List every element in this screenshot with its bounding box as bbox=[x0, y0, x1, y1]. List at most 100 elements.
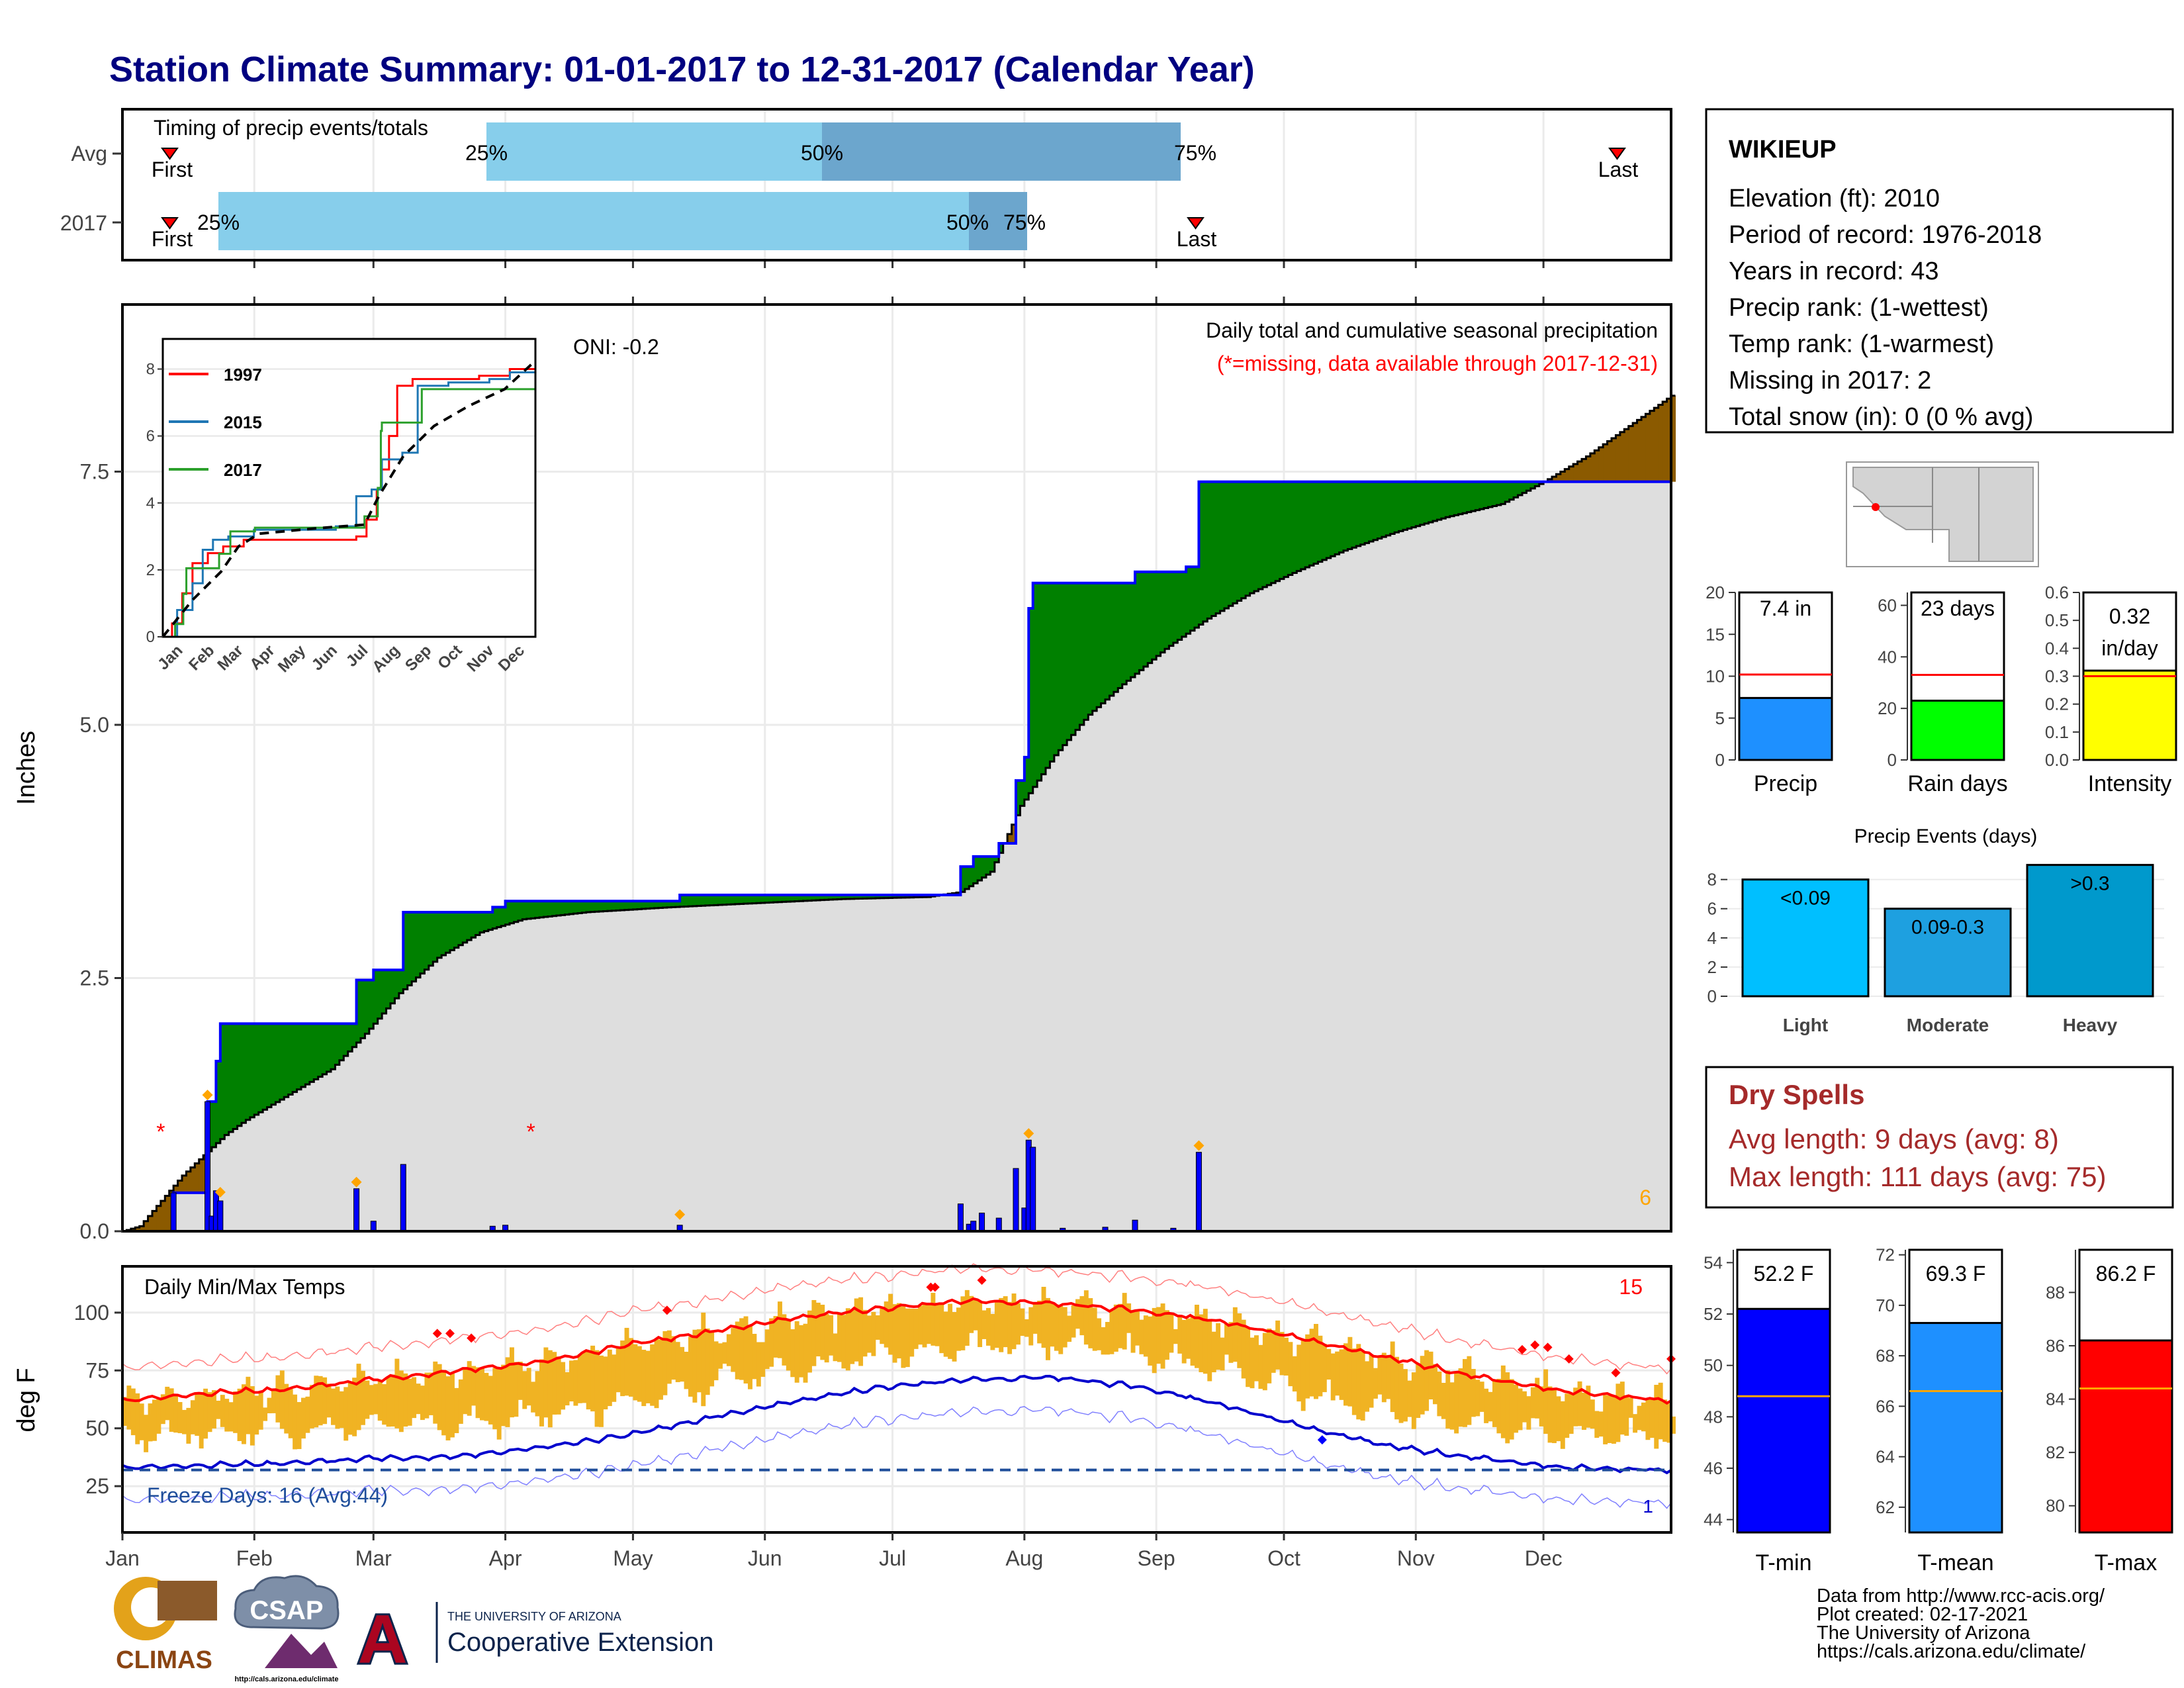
daily-temp-bar bbox=[1615, 1383, 1621, 1442]
daily-temp-bar bbox=[514, 1362, 519, 1417]
wet-departure-area bbox=[1041, 583, 1046, 774]
wet-departure-area bbox=[892, 895, 897, 898]
observed-cumulative-line bbox=[122, 480, 1671, 1233]
daily-temp-bar bbox=[1292, 1356, 1297, 1392]
daily-temp-bar bbox=[326, 1383, 332, 1418]
dry-departure-area bbox=[177, 1180, 183, 1193]
wet-departure-area bbox=[1028, 608, 1034, 794]
daily-temp-bar bbox=[973, 1299, 978, 1331]
daily-temp-bar bbox=[1054, 1304, 1059, 1351]
daily-temp-bar bbox=[1262, 1333, 1267, 1391]
wet-departure-area bbox=[288, 1023, 293, 1095]
timing-2017-q2-bar bbox=[969, 192, 1027, 250]
daily-temp-bar bbox=[1126, 1303, 1132, 1333]
temp-lines bbox=[122, 1263, 1676, 1509]
wet-departure-area bbox=[1394, 481, 1400, 533]
daily-temp-bar bbox=[1633, 1414, 1638, 1433]
wet-departure-area bbox=[1079, 583, 1085, 725]
daily-temp-bar bbox=[347, 1382, 353, 1435]
y2017-last-label: Last bbox=[1177, 227, 1217, 251]
daily-temp-bar bbox=[1318, 1335, 1323, 1397]
daily-temp-bar bbox=[713, 1341, 719, 1381]
dry-departure-area bbox=[1662, 401, 1668, 482]
wet-departure-area bbox=[1067, 583, 1072, 740]
wet-departure-area bbox=[1505, 481, 1510, 502]
dry-spells-avg: Avg length: 9 days (avg: 8) bbox=[1729, 1123, 2059, 1154]
dry-spells-box: Dry Spells Avg length: 9 days (avg: 8) M… bbox=[1705, 1066, 2174, 1209]
daily-temp-bar bbox=[752, 1333, 757, 1380]
daily-temp-bar bbox=[1046, 1297, 1050, 1360]
wet-departure-area bbox=[1441, 481, 1446, 519]
daily-temp-bar bbox=[356, 1364, 361, 1430]
csap-logo: CSAP http://cals.arizona.edu/climate bbox=[234, 1575, 340, 1683]
avg-q50-label: 50% bbox=[801, 141, 843, 165]
daily-temp-bar bbox=[130, 1388, 136, 1436]
y2017-last-marker-icon bbox=[1187, 217, 1205, 230]
daily-temp-bar bbox=[1156, 1307, 1161, 1364]
wet-departure-area bbox=[1514, 481, 1519, 498]
daily-precip-bar bbox=[353, 1188, 360, 1232]
daily-temp-bar bbox=[948, 1303, 953, 1359]
wet-departure-area bbox=[713, 895, 719, 906]
daily-temp-bar bbox=[815, 1302, 821, 1357]
dry-departure-area bbox=[1598, 447, 1604, 482]
daily-temp-bar bbox=[994, 1302, 999, 1348]
wet-departure-area bbox=[662, 901, 668, 908]
wet-departure-area bbox=[1496, 481, 1502, 505]
wet-departure-area bbox=[377, 970, 383, 1019]
wet-departure-area bbox=[1386, 481, 1391, 536]
wet-departure-area bbox=[552, 901, 557, 916]
daily-temp-bar bbox=[1386, 1354, 1391, 1399]
daily-temp-bar bbox=[1092, 1307, 1097, 1351]
dry-departure-area bbox=[1560, 471, 1565, 482]
footer-line-2: Plot created: 02-17-2021 bbox=[1817, 1604, 2028, 1625]
daily-temp-bar bbox=[361, 1370, 365, 1425]
daily-temp-bar bbox=[1297, 1344, 1302, 1402]
wet-departure-area bbox=[1105, 583, 1111, 700]
events-tick-label: 0 bbox=[1707, 986, 1717, 1006]
daily-temp-bar bbox=[148, 1403, 153, 1442]
wet-departure-area bbox=[680, 895, 685, 907]
daily-temp-bar bbox=[807, 1310, 812, 1373]
precip-missing-note: (*=missing, data available through 2017-… bbox=[1217, 352, 1658, 375]
wet-departure-area bbox=[1156, 571, 1161, 656]
daily-temp-bar bbox=[331, 1388, 336, 1425]
daily-temp-bar bbox=[480, 1367, 484, 1421]
wet-departure-area bbox=[854, 895, 859, 899]
daily-temp-bar bbox=[263, 1407, 268, 1421]
temp-y-axis: 25 50 75 100 bbox=[74, 1301, 122, 1498]
wet-departure-area bbox=[1220, 481, 1225, 611]
daily-temp-bar bbox=[1522, 1391, 1527, 1423]
wet-departure-area bbox=[837, 895, 842, 900]
daily-temp-bar bbox=[1220, 1337, 1225, 1371]
temp-y-tick-label: 25 bbox=[85, 1474, 109, 1498]
daily-temp-bar bbox=[905, 1308, 910, 1368]
wet-departure-area bbox=[1046, 583, 1051, 768]
ua-line-2: Cooperative Extension bbox=[447, 1628, 713, 1657]
daily-temp-bar bbox=[152, 1399, 157, 1441]
wet-departure-area bbox=[731, 895, 736, 905]
dry-departure-area bbox=[186, 1171, 191, 1193]
daily-temp-bar bbox=[773, 1316, 778, 1358]
wet-departure-area bbox=[1165, 571, 1170, 649]
wet-departure-area bbox=[1381, 481, 1387, 538]
wet-departure-area bbox=[1347, 481, 1353, 549]
daily-precip-bar bbox=[217, 1200, 224, 1232]
temp-summary-tick-label: 46 bbox=[1704, 1458, 1723, 1478]
wet-departure-area bbox=[748, 895, 753, 904]
summary-tick-label: 20 bbox=[1878, 698, 1897, 718]
daily-temp-bar bbox=[1300, 1340, 1306, 1411]
temp-summary-tick-label: 62 bbox=[1876, 1497, 1895, 1517]
daily-temp-bar bbox=[207, 1392, 212, 1432]
dry-departure-area bbox=[1569, 466, 1574, 482]
daily-temp-bar bbox=[850, 1309, 855, 1364]
temp-y-tick-label: 75 bbox=[85, 1358, 109, 1382]
wet-departure-area bbox=[326, 1023, 332, 1072]
daily-temp-bar bbox=[228, 1402, 234, 1432]
wet-departure-area bbox=[1351, 481, 1357, 548]
timing-avg-q2-bar bbox=[822, 122, 1181, 181]
wet-departure-area bbox=[586, 901, 591, 913]
daily-temp-bar bbox=[913, 1309, 919, 1349]
daily-temp-bar bbox=[561, 1362, 566, 1410]
daily-temp-bar bbox=[1101, 1327, 1106, 1355]
